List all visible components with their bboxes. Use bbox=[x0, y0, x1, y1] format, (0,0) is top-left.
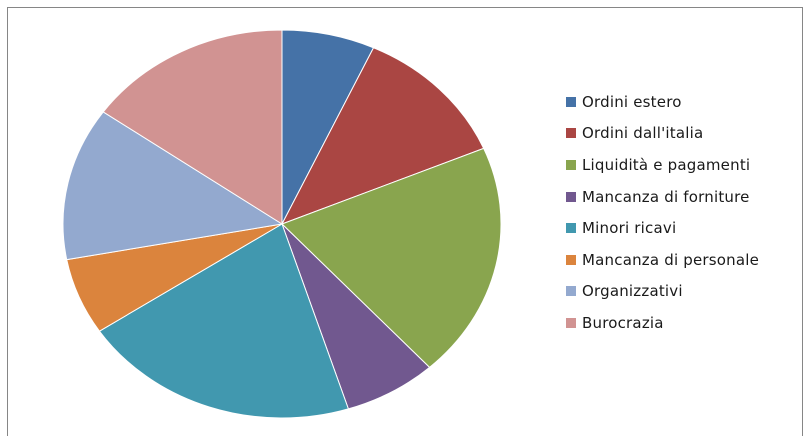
legend-item: Minori ricavi bbox=[566, 212, 759, 244]
legend-swatch bbox=[566, 223, 576, 234]
legend-label: Ordini dall'italia bbox=[582, 124, 704, 143]
pie-slice-7 bbox=[102, 29, 283, 225]
legend-item: Ordini dall'italia bbox=[566, 118, 759, 150]
legend-swatch bbox=[566, 317, 576, 328]
legend-label: Organizzativi bbox=[582, 282, 683, 301]
pie-slice-1 bbox=[280, 47, 485, 225]
legend-label: Mancanza di personale bbox=[582, 250, 760, 269]
legend-swatch bbox=[566, 254, 576, 265]
pie-slice-6 bbox=[62, 111, 284, 261]
legend-item: Burocrazia bbox=[566, 307, 759, 339]
legend-swatch bbox=[566, 128, 576, 139]
legend-item: Mancanza di personale bbox=[566, 244, 759, 276]
legend-label: Ordini estero bbox=[582, 92, 682, 111]
chart-legend: Ordini estero Ordini dall'italia Liquidità… bbox=[566, 86, 759, 339]
pie-slice-2 bbox=[281, 147, 502, 369]
legend-item: Mancanza di forniture bbox=[566, 181, 759, 213]
pie-slice-4 bbox=[98, 223, 350, 419]
legend-label: Burocrazia bbox=[582, 313, 664, 332]
legend-label: Minori ricavi bbox=[582, 219, 677, 238]
legend-swatch bbox=[566, 191, 576, 202]
legend-item: Liquidità e pagamenti bbox=[566, 149, 759, 181]
legend-swatch bbox=[566, 286, 576, 297]
legend-label: Mancanza di forniture bbox=[582, 187, 750, 206]
legend-swatch bbox=[566, 159, 576, 170]
legend-item: Organizzativi bbox=[566, 276, 759, 308]
legend-label: Liquidità e pagamenti bbox=[582, 155, 751, 174]
legend-item: Ordini estero bbox=[566, 86, 759, 118]
legend-swatch bbox=[566, 96, 576, 107]
